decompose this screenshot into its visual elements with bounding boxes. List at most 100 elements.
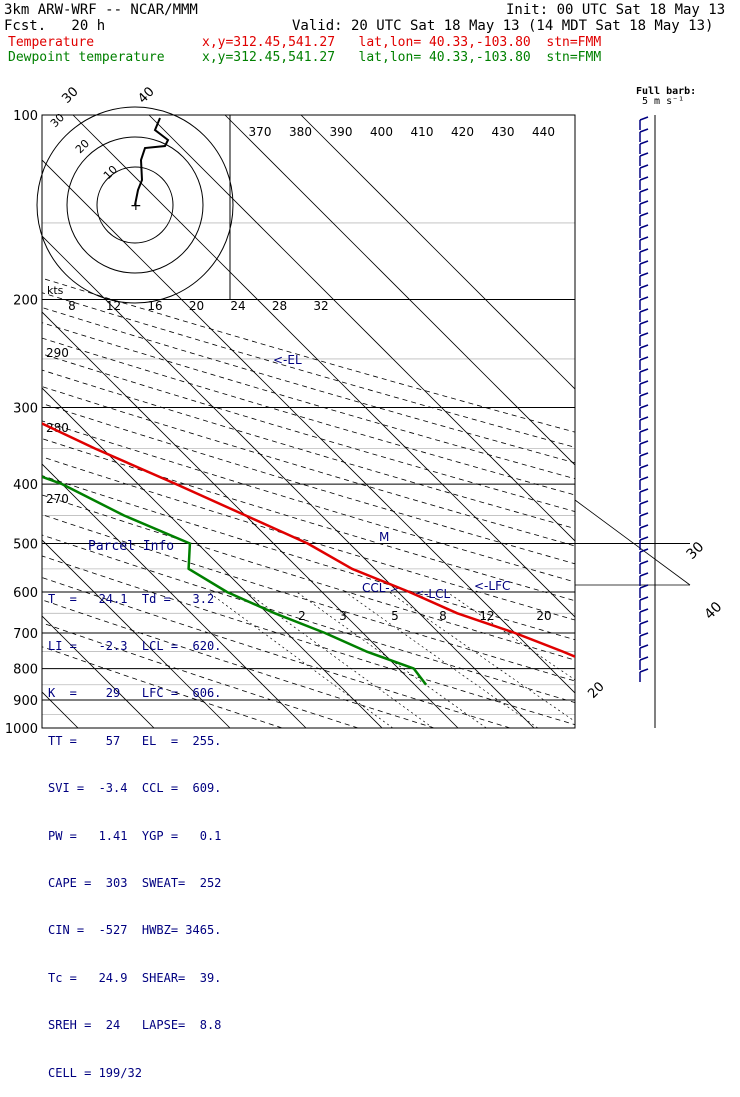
barb-flag: [639, 620, 649, 625]
barb-flag: [639, 260, 649, 265]
barb-flag: [639, 344, 649, 349]
dry-adiabat-line: [42, 322, 575, 480]
wind-barb: [639, 320, 649, 334]
isotherm-line: [42, 539, 231, 728]
dewpoint-legend-label: Dewpoint temperature: [8, 50, 165, 65]
upper-scale-label: 16: [147, 299, 162, 313]
isotherm-line: [42, 615, 155, 728]
barb-flag: [639, 272, 649, 277]
parcel-row: SVI = -3.4 CCL = 609.: [48, 781, 222, 796]
mixing-ratio-line: [446, 591, 575, 681]
parcel-row: SREH = 24 LAPSE= 8.8: [48, 1018, 222, 1033]
hodograph-unit-label: kts: [47, 284, 64, 297]
wind-barb: [639, 548, 649, 562]
upper-scale-label: 20: [189, 299, 204, 313]
barb-flag: [639, 368, 649, 373]
wind-barb: [639, 200, 649, 214]
parcel-row: TT = 57 EL = 255.: [48, 733, 222, 748]
barb-flag: [639, 608, 649, 613]
wind-barb: [639, 128, 649, 142]
valid-time: Valid: 20 UTC Sat 18 May 13 (14 MDT Sat …: [292, 18, 714, 34]
dry-adiabat-line: [42, 534, 575, 703]
upper-scale-label: 12: [106, 299, 121, 313]
upper-scale-label: 24: [230, 299, 245, 313]
forecast-hour: Fcst. 20 h: [4, 18, 106, 34]
isotherm-tick-label: 40: [702, 599, 726, 623]
wind-barb: [639, 608, 649, 622]
barb-legend-units: 5 m s⁻¹: [642, 96, 685, 107]
pressure-tick-label: 300: [13, 401, 38, 416]
pressure-tick-label: 400: [13, 478, 38, 493]
parcel-info-table: T = 24.1 Td = 3.2 LI = -2.3 LCL = 620. K…: [48, 560, 230, 1097]
barb-flag: [639, 596, 649, 601]
wind-barb: [639, 248, 649, 262]
wind-barb: [639, 152, 649, 166]
parcel-row: LI = -2.3 LCL = 620.: [48, 638, 222, 653]
hodograph-ring-label: 10: [101, 163, 120, 182]
mixing-ratio-label: 2: [298, 609, 306, 623]
wind-barb: [639, 560, 649, 574]
theta-e-label: 380: [289, 125, 312, 139]
wind-barb: [639, 164, 649, 178]
barb-flag: [639, 296, 649, 301]
isotherm-line: [42, 463, 307, 728]
dewpoint-location: x,y=312.45,541.27 lat,lon= 40.33,-103.80…: [202, 50, 602, 65]
wind-barb: [639, 524, 649, 538]
isotherm-tick-label: 30: [59, 84, 81, 106]
dry-adiabat-label: 280: [46, 421, 69, 435]
theta-e-label: 430: [492, 125, 515, 139]
barb-flag: [639, 152, 649, 157]
plot-frame: [41, 114, 576, 729]
theta-e-label: 370: [249, 125, 272, 139]
isotherm-line: [0, 115, 2, 728]
barb-flag: [639, 356, 649, 361]
model-title: 3km ARW-WRF -- NCAR/MMM: [4, 2, 198, 18]
isotherm-line: [42, 235, 535, 728]
dry-adiabat-line: [42, 438, 575, 602]
barb-flag: [639, 440, 649, 445]
barb-flag: [639, 572, 649, 577]
wind-barb: [639, 428, 649, 442]
parcel-row: CIN = -527 HWBZ= 3465.: [48, 923, 222, 938]
pressure-tick-label: 600: [13, 586, 38, 601]
wind-barb: [639, 140, 649, 154]
barb-flag: [639, 164, 649, 169]
hodograph-trace: [134, 117, 170, 206]
barb-flag: [639, 464, 649, 469]
barb-flag: [639, 524, 649, 529]
mixing-ratio-line: [296, 591, 487, 728]
dry-adiabat-line: [42, 456, 575, 621]
sounding-annotation: <-EL: [273, 353, 302, 367]
wind-barb: [639, 596, 649, 610]
pressure-tick-label: 200: [13, 294, 38, 309]
wind-barb: [639, 236, 649, 250]
wind-barb: [639, 380, 649, 394]
barb-flag: [639, 128, 649, 133]
isotherm-line: [42, 311, 459, 728]
barb-flag: [639, 548, 649, 553]
barb-flag: [639, 512, 649, 517]
parcel-row: T = 24.1 Td = 3.2: [48, 591, 215, 606]
dry-adiabat-line: [42, 353, 575, 512]
barb-flag: [639, 488, 649, 493]
wind-barb: [639, 404, 649, 418]
wind-barb: [639, 500, 649, 514]
upper-scale-label: 8: [68, 299, 76, 313]
theta-e-label: 410: [411, 125, 434, 139]
isotherm-extension-line: [574, 499, 691, 586]
wind-barb: [639, 620, 649, 634]
pressure-tick-label: 700: [13, 627, 38, 642]
barb-flag: [639, 308, 649, 313]
wind-barb: [639, 656, 649, 670]
mixing-ratio-label: 12: [479, 609, 494, 623]
barb-flag: [639, 632, 649, 637]
wind-barb: [639, 512, 649, 526]
isotherm-tick-label: 40: [135, 84, 157, 106]
mixing-ratio-label: 5: [391, 609, 399, 623]
theta-e-label: 420: [451, 125, 474, 139]
isotherm-tick-label: 30: [684, 539, 708, 563]
barb-flag: [639, 248, 649, 253]
wind-barb: [639, 356, 649, 370]
hodograph-ring-label: 30: [48, 111, 67, 130]
theta-e-label: 400: [370, 125, 393, 139]
